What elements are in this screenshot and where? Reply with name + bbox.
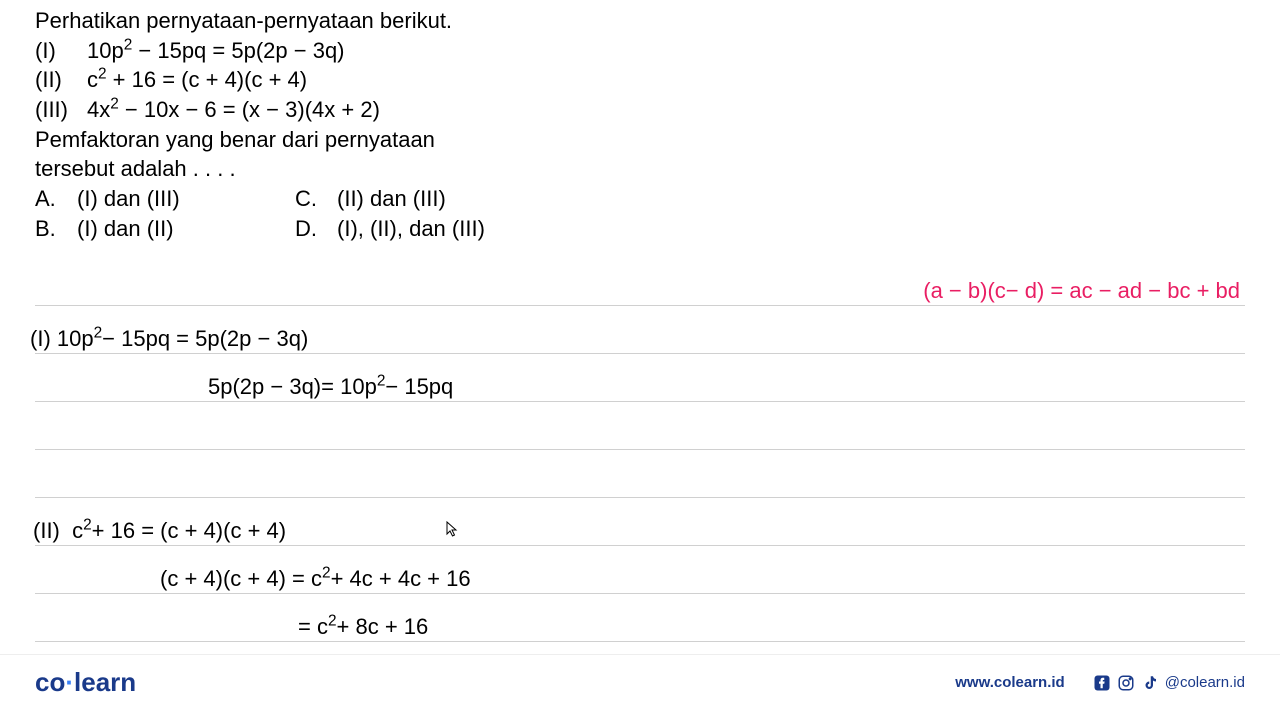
work-line-2: 5p(2p − 3q)= 10p2− 15pq <box>208 374 453 400</box>
work-area: (a − b)(c− d) = ac − ad − bc + bd (I) 10… <box>0 258 1280 642</box>
option-row-1: A. (I) dan (III) C. (II) dan (III) <box>35 184 1245 214</box>
option-d-text: (I), (II), dan (III) <box>337 214 485 244</box>
option-d-label: D. <box>295 214 337 244</box>
question-block: Perhatikan pernyataan-pernyataan berikut… <box>0 0 1280 254</box>
option-b-label: B. <box>35 214 77 244</box>
logo-co: co <box>35 667 65 697</box>
stmt-iii-text: 4x2 − 10x − 6 = (x − 3)(4x + 2) <box>87 95 380 125</box>
logo-learn: learn <box>74 667 136 697</box>
option-c-text: (II) dan (III) <box>337 184 446 214</box>
question-prompt: Pemfaktoran yang benar dari pernyataante… <box>35 125 1245 184</box>
stmt-i-text: 10p2 − 15pq = 5p(2p − 3q) <box>87 36 345 66</box>
cursor-icon <box>445 521 461 542</box>
footer-right: www.colearn.id @colearn.id <box>955 674 1245 692</box>
stmt-ii-label: (II) <box>35 65 75 95</box>
ruled-line <box>35 594 1245 642</box>
stmt-iii-label: (III) <box>35 95 75 125</box>
option-a-text: (I) dan (III) <box>77 184 180 214</box>
option-b: B. (I) dan (II) <box>35 214 295 244</box>
stmt-ii-text: c2 + 16 = (c + 4)(c + 4) <box>87 65 307 95</box>
option-row-2: B. (I) dan (II) D. (I), (II), dan (III) <box>35 214 1245 244</box>
statement-i: (I) 10p2 − 15pq = 5p(2p − 3q) <box>35 36 1245 66</box>
work-line-3: (II) c2+ 16 = (c + 4)(c + 4) <box>33 518 286 544</box>
stmt-i-label: (I) <box>35 36 75 66</box>
statement-iii: (III) 4x2 − 10x − 6 = (x − 3)(4x + 2) <box>35 95 1245 125</box>
facebook-icon[interactable] <box>1093 674 1111 692</box>
question-intro: Perhatikan pernyataan-pernyataan berikut… <box>35 6 1245 36</box>
option-b-text: (I) dan (II) <box>77 214 174 244</box>
work-line-5: = c2+ 8c + 16 <box>298 614 428 640</box>
option-d: D. (I), (II), dan (III) <box>295 214 485 244</box>
option-a-label: A. <box>35 184 77 214</box>
statement-ii: (II) c2 + 16 = (c + 4)(c + 4) <box>35 65 1245 95</box>
footer: co·learn www.colearn.id @colearn.id <box>0 654 1280 720</box>
website-link[interactable]: www.colearn.id <box>955 674 1064 691</box>
work-line-1: (I) 10p2− 15pq = 5p(2p − 3q) <box>30 326 308 352</box>
option-c-label: C. <box>295 184 337 214</box>
work-line-4: (c + 4)(c + 4) = c2+ 4c + 4c + 16 <box>160 566 471 592</box>
options: A. (I) dan (III) C. (II) dan (III) B. (I… <box>35 184 1245 243</box>
logo-dot: · <box>65 667 74 697</box>
formula-hint: (a − b)(c− d) = ac − ad − bc + bd <box>923 278 1240 304</box>
option-a: A. (I) dan (III) <box>35 184 295 214</box>
tiktok-icon[interactable] <box>1141 674 1159 692</box>
instagram-icon[interactable] <box>1117 674 1135 692</box>
option-c: C. (II) dan (III) <box>295 184 446 214</box>
ruled-line <box>35 402 1245 450</box>
socials: @colearn.id <box>1093 674 1245 692</box>
social-handle: @colearn.id <box>1165 674 1245 691</box>
ruled-line <box>35 450 1245 498</box>
logo: co·learn <box>35 667 136 698</box>
